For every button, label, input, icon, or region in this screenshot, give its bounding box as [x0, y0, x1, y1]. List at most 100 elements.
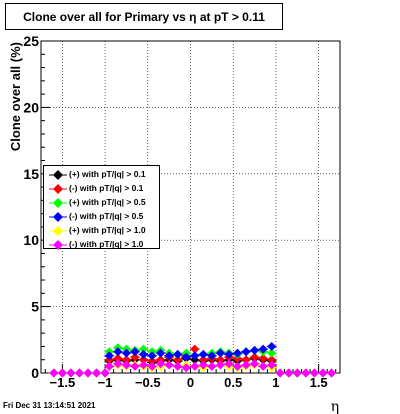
data-point: [139, 355, 149, 365]
data-point: [156, 359, 166, 369]
legend-marker-icon: [49, 240, 67, 250]
data-point: [250, 345, 260, 355]
data-point: [190, 344, 200, 354]
chart-title-box: Clone over all for Primary vs η at pT > …: [5, 3, 283, 30]
data-point: [250, 359, 260, 369]
data-point: [232, 361, 242, 371]
data-point: [190, 351, 200, 361]
legend-entry: (-) with pT/|q| > 0.5: [44, 210, 159, 224]
legend-entry: (-) with pT/|q| > 1.0: [44, 238, 159, 252]
timestamp: Fri Dec 31 13:14:51 2021: [3, 401, 96, 410]
y-tick-label: 20: [23, 99, 39, 115]
data-point: [326, 368, 336, 378]
y-tick-label: 25: [23, 33, 39, 49]
x-tick-label: −0.5: [135, 375, 161, 390]
data-point: [104, 361, 114, 371]
data-point: [181, 363, 191, 373]
data-point: [83, 368, 93, 378]
data-point: [121, 360, 131, 370]
data-point: [173, 361, 183, 371]
data-point: [147, 356, 157, 366]
data-point: [258, 353, 268, 363]
legend-label: (+) with pT/|q| > 1.0: [69, 225, 146, 235]
data-point: [113, 359, 123, 369]
legend-label: (+) with pT/|q| > 0.1: [69, 169, 146, 179]
data-point: [292, 368, 302, 378]
y-tick-label: 5: [31, 299, 39, 315]
data-point: [258, 361, 268, 371]
data-point: [250, 352, 260, 362]
data-point: [258, 344, 268, 354]
data-point: [113, 347, 123, 357]
chart-title: Clone over all for Primary vs η at pT > …: [23, 10, 265, 24]
y-axis-label: Clone over all (%): [8, 42, 23, 151]
legend-entry: (+) with pT/|q| > 0.1: [44, 168, 159, 182]
legend-label: (-) with pT/|q| > 1.0: [69, 239, 144, 249]
data-point: [66, 368, 76, 378]
legend-marker-icon: [49, 212, 67, 222]
data-point: [241, 355, 251, 365]
y-tick-label: 10: [23, 232, 39, 248]
data-point: [49, 368, 59, 378]
data-point: [207, 351, 217, 361]
data-point: [267, 360, 277, 370]
data-point: [198, 349, 208, 359]
data-point: [224, 359, 234, 369]
data-point: [130, 347, 140, 357]
data-point: [173, 355, 183, 365]
data-point: [190, 361, 200, 371]
legend-entry: (+) with pT/|q| > 0.5: [44, 196, 159, 210]
data-point: [267, 355, 277, 365]
data-point: [164, 351, 174, 361]
x-tick-label: −1.5: [50, 375, 76, 390]
x-axis-label: η: [331, 399, 339, 414]
data-point: [104, 351, 114, 361]
data-point: [215, 360, 225, 370]
data-point: [121, 355, 131, 365]
data-point: [130, 352, 140, 362]
legend-entry: (-) with pT/|q| > 0.1: [44, 182, 159, 196]
data-point: [267, 341, 277, 351]
data-point: [74, 368, 84, 378]
data-point: [267, 348, 277, 358]
data-point: [181, 352, 191, 362]
legend: (+) with pT/|q| > 0.1 (-) with pT/|q| > 0…: [43, 165, 160, 252]
data-point: [215, 348, 225, 358]
legend-marker-icon: [49, 184, 67, 194]
legend-marker-icon: [49, 198, 67, 208]
data-point: [164, 360, 174, 370]
legend-marker-icon: [49, 170, 67, 180]
y-tick-label: 15: [23, 166, 39, 182]
legend-label: (-) with pT/|q| > 0.5: [69, 211, 144, 221]
data-point: [57, 368, 67, 378]
legend-marker-icon: [49, 226, 67, 236]
x-tick-label: −1: [98, 375, 113, 390]
x-tick-label: 0.5: [224, 375, 242, 390]
x-tick-label: 1: [272, 375, 279, 390]
data-point: [156, 348, 166, 358]
legend-label: (+) with pT/|q| > 0.5: [69, 197, 146, 207]
y-tick-label: 0: [31, 365, 39, 381]
legend-label: (-) with pT/|q| > 0.1: [69, 183, 144, 193]
data-point: [284, 368, 294, 378]
data-point: [232, 348, 242, 358]
data-point: [139, 344, 149, 354]
data-point: [147, 351, 157, 361]
data-point: [301, 368, 311, 378]
data-point: [241, 347, 251, 357]
data-point: [224, 349, 234, 359]
data-point: [318, 368, 328, 378]
x-tick-label: 0: [187, 375, 194, 390]
data-point: [275, 368, 285, 378]
data-point: [121, 348, 131, 358]
data-point: [198, 360, 208, 370]
data-point: [92, 368, 102, 378]
data-point: [198, 355, 208, 365]
data-point: [241, 360, 251, 370]
x-tick-label: 1.5: [310, 375, 328, 390]
data-point: [173, 349, 183, 359]
data-point: [147, 361, 157, 371]
data-point: [309, 368, 319, 378]
data-point: [207, 361, 217, 371]
data-point: [139, 360, 149, 370]
